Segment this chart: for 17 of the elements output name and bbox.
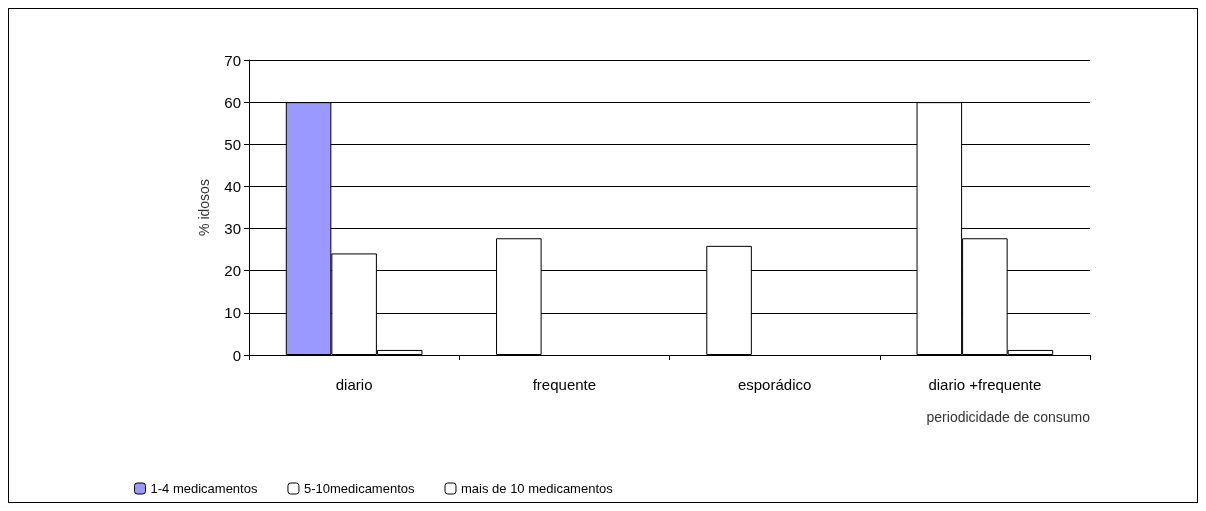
legend-label: 1-4 medicamentos xyxy=(150,481,258,496)
x-axis-title: periodicidade de consumo xyxy=(926,409,1091,425)
x-tick-label: frequente xyxy=(532,376,597,393)
legend-label: mais de 10 medicamentos xyxy=(461,481,614,496)
y-tick-label: 20 xyxy=(224,262,241,280)
x-tick-label: diario xyxy=(335,376,373,393)
y-tick-label: 10 xyxy=(224,304,241,322)
x-tick-label: diario +frequente xyxy=(928,376,1042,393)
y-tick-label: 30 xyxy=(224,220,241,238)
y-tick-label: 0 xyxy=(232,346,241,364)
y-tick-label: 40 xyxy=(224,177,241,195)
y-tick-label: 70 xyxy=(224,51,241,69)
y-tick-label: 50 xyxy=(224,135,241,153)
x-tick-label: esporádico xyxy=(737,376,812,393)
legend-label: 5-10medicamentos xyxy=(303,481,415,496)
y-axis-title: % idosos xyxy=(196,179,212,236)
y-tick-label: 60 xyxy=(224,93,241,111)
